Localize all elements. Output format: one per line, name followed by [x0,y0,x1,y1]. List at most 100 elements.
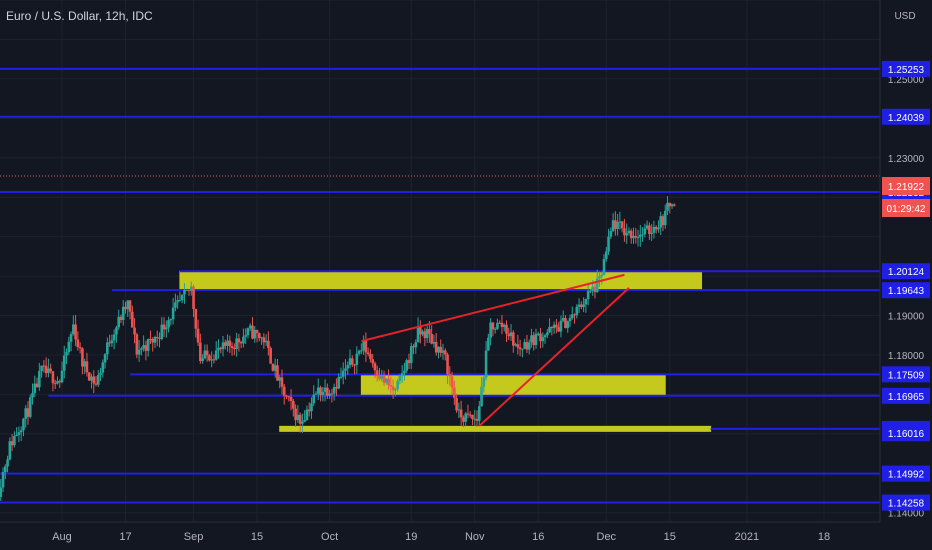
level-label-badge [882,263,930,280]
candle-body [332,387,336,394]
candle-body [493,328,497,330]
candle-body [468,414,472,416]
zone-rectangle [279,425,712,432]
candle-body [0,487,3,497]
candle-body [394,389,397,391]
candle-body [273,365,277,371]
candle-body [505,324,508,334]
candle-body [244,335,247,337]
candle-body [387,378,390,386]
candle-body [203,350,207,359]
candle-body [423,331,427,339]
candle-body [1,472,5,488]
candle-body [10,441,14,446]
candle-body [246,328,250,336]
trendline[interactable] [361,273,625,343]
candle-body [441,350,445,353]
candle-body [353,364,356,366]
candle-body [121,306,125,321]
candle-body [564,317,567,329]
candle-body [432,342,436,344]
level-price-label: 1.20124 [888,267,925,278]
horizontal-levels[interactable] [0,67,880,504]
candle-body [219,347,223,350]
candle-body [180,294,184,300]
candle-body [285,395,288,397]
candle-body [49,368,52,372]
candle-body [307,409,311,412]
candle-body [6,459,9,467]
candle-body [158,337,161,339]
candle-body [282,386,286,396]
candle-body [673,204,676,206]
candle-body [360,350,363,352]
candle-body [385,378,388,383]
candle-body [607,236,610,252]
x-tick-labels: Aug 17 Sep 15 Oct 19 Nov 16 Dec 15 2021 18 [52,531,830,543]
level-price-label: 1.14992 [888,470,925,481]
candle-body [140,348,143,350]
candle-body [430,333,433,344]
candle-body [237,338,241,343]
candle-body [4,466,7,473]
candle-body [196,328,200,343]
candle-body [344,368,347,371]
level-label-badge [882,366,930,383]
candle-body [346,365,350,369]
candle-body [13,436,16,446]
zone-rectangle [360,373,666,397]
candle-body [44,365,48,374]
level-label-badge [882,425,930,442]
candle-body [226,340,229,346]
candle-body [536,333,540,335]
candle-body [509,332,513,337]
candle-body [409,346,413,364]
level-price-label: 1.16016 [888,429,925,440]
candle-body [566,321,570,329]
time-axis[interactable] [0,522,932,550]
candle-body [22,418,25,431]
candle-body [90,376,93,381]
candle-body [641,234,644,236]
candle-body [627,230,631,234]
candle-body [604,251,608,259]
y-tick-label: 1.25000 [888,75,925,86]
candle-body [287,396,291,398]
x-tick-label: Aug [52,531,72,543]
candle-body [448,374,452,377]
candle-body [133,327,136,335]
candle-body [176,300,179,303]
candle-body [462,417,465,422]
candle-body [81,348,84,367]
candle-body [24,408,28,419]
candle-body [632,235,635,239]
candle-body [153,337,157,343]
candle-body [296,414,300,421]
candle-body [171,307,175,320]
candle-body [523,342,526,349]
candle-body [124,306,127,310]
candle-body [507,333,511,337]
candle-body [303,419,306,422]
candle-body [371,359,374,364]
trendline[interactable] [478,287,630,427]
candle-body [636,237,640,239]
candle-body [151,339,155,343]
candle-body [312,394,316,404]
last-price-badge [882,177,930,195]
candle-body [475,418,479,421]
candle-body [539,333,542,342]
countdown-badge [882,199,930,217]
x-tick-label: 2021 [735,531,759,543]
candle-body [634,235,638,238]
candle-body [106,342,109,355]
trendlines[interactable] [361,273,630,427]
level-price-label: 1.24039 [888,113,925,124]
candle-body [645,225,649,229]
candle-body [280,377,284,387]
candle-body [598,276,601,279]
candle-body [639,234,642,238]
candle-body [146,339,150,351]
candle-body [437,346,440,353]
